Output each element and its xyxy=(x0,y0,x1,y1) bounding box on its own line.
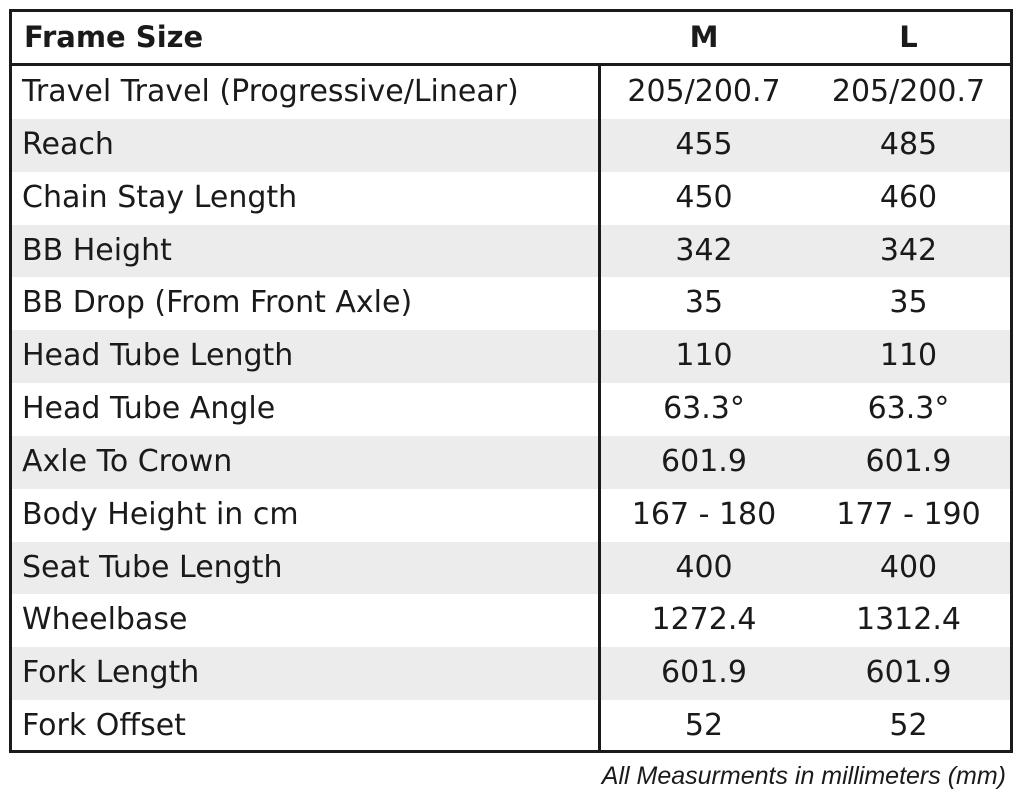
row-label: Fork Offset xyxy=(22,708,186,744)
row-value-l: 52 xyxy=(889,708,928,744)
header-frame-size: Frame Size xyxy=(24,20,204,54)
row-value-m: 1272.4 xyxy=(651,602,757,638)
header-size-m: M xyxy=(689,20,719,54)
row-value-l: 63.3° xyxy=(867,391,950,427)
row-value-m: 400 xyxy=(675,549,733,585)
units-footnote: All Measurments in millimeters (mm) xyxy=(601,762,1006,790)
row-label: Seat Tube Length xyxy=(22,549,283,585)
row-value-m: 52 xyxy=(684,708,724,744)
row-value-l: 177 - 190 xyxy=(836,496,981,532)
table-row: Wheelbase 1272.4 1312.4 xyxy=(12,594,1010,647)
row-value-l: 342 xyxy=(879,232,938,268)
row-value-l: 601.9 xyxy=(865,443,952,479)
table-row: Fork Offset 52 52 xyxy=(12,700,1010,753)
row-value-m: 63.3° xyxy=(663,391,745,427)
row-label: Head Tube Angle xyxy=(22,391,276,427)
header-size-l: L xyxy=(899,20,918,54)
row-value-m: 342 xyxy=(675,232,733,268)
table-body: Travel Travel (Progressive/Linear) 205/2… xyxy=(12,66,1010,753)
geometry-table: Frame Size M L Travel Travel (Progressiv… xyxy=(9,9,1013,753)
row-label: BB Height xyxy=(22,232,172,268)
column-divider xyxy=(598,66,601,753)
table-row: Reach 455 485 xyxy=(12,118,1010,172)
table-row: BB Height 342 342 xyxy=(12,224,1010,278)
row-value-m: 205/200.7 xyxy=(627,74,781,109)
row-label: Chain Stay Length xyxy=(22,179,298,215)
table-row: Chain Stay Length 450 460 xyxy=(12,172,1010,225)
row-value-m: 450 xyxy=(675,179,733,215)
row-value-l: 460 xyxy=(879,179,938,215)
row-label: Travel Travel (Progressive/Linear) xyxy=(22,74,519,109)
row-value-l: 601.9 xyxy=(865,655,952,691)
table-row: BB Drop (From Front Axle) 35 35 xyxy=(12,277,1010,330)
row-value-l: 205/200.7 xyxy=(831,74,986,109)
table-row: Travel Travel (Progressive/Linear) 205/2… xyxy=(12,66,1010,119)
table-row: Body Height in cm 167 - 180 177 - 190 xyxy=(12,489,1010,542)
row-value-l: 35 xyxy=(889,285,928,321)
row-label: Body Height in cm xyxy=(22,496,299,532)
row-value-m: 35 xyxy=(684,285,724,321)
table-row: Fork Length 601.9 601.9 xyxy=(12,647,1010,701)
row-value-m: 455 xyxy=(675,126,733,162)
row-label: Reach xyxy=(22,126,114,162)
row-label: Head Tube Length xyxy=(22,338,294,374)
table-header: Frame Size M L xyxy=(12,12,1010,66)
row-value-l: 110 xyxy=(879,338,938,374)
row-value-m: 601.9 xyxy=(661,655,747,691)
row-value-m: 110 xyxy=(675,338,733,374)
row-label: Axle To Crown xyxy=(22,443,233,479)
row-value-l: 485 xyxy=(879,126,938,162)
row-label: Wheelbase xyxy=(22,602,188,638)
row-label: Fork Length xyxy=(22,655,200,691)
row-value-l: 400 xyxy=(879,549,938,585)
row-value-m: 601.9 xyxy=(661,443,747,479)
row-value-m: 167 - 180 xyxy=(631,496,777,532)
table-row: Head Tube Angle 63.3° 63.3° xyxy=(12,383,1010,436)
row-label: BB Drop (From Front Axle) xyxy=(22,285,413,321)
table-row: Head Tube Length 110 110 xyxy=(12,330,1010,384)
row-value-l: 1312.4 xyxy=(856,602,961,638)
table-row: Axle To Crown 601.9 601.9 xyxy=(12,435,1010,489)
table-row: Seat Tube Length 400 400 xyxy=(12,541,1010,595)
